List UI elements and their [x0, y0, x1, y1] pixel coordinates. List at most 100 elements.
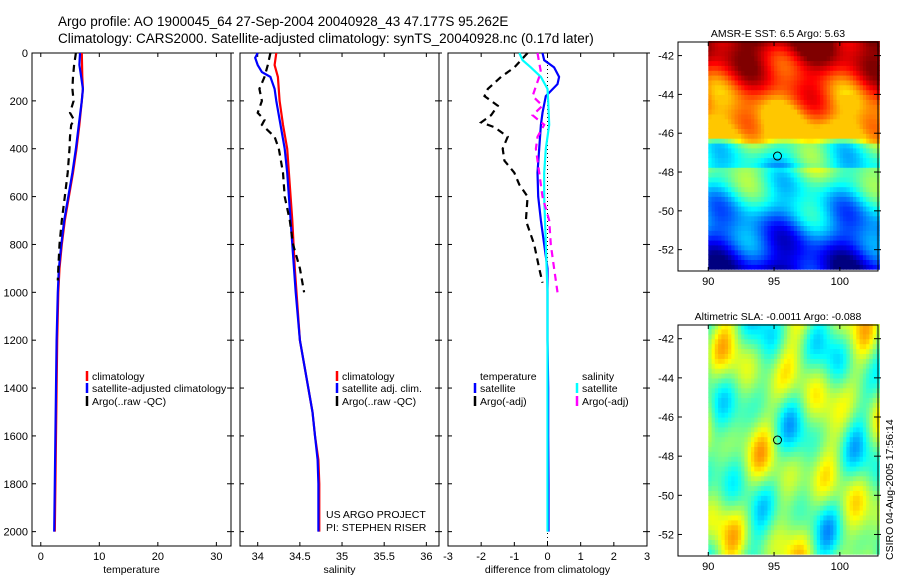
- map-cell: [783, 230, 788, 236]
- map-cell: [780, 539, 785, 545]
- map-cell: [856, 41, 861, 47]
- map-cell: [853, 50, 857, 57]
- map-cell: [754, 338, 759, 345]
- map-cell: [737, 186, 742, 193]
- map-cell: [826, 254, 831, 260]
- map-cell: [744, 324, 749, 330]
- map-cell: [737, 235, 742, 241]
- map-cell: [826, 89, 831, 95]
- map-cell: [774, 142, 778, 149]
- map-cell: [721, 529, 726, 536]
- map-cell: [790, 176, 795, 183]
- map-cell: [708, 470, 713, 477]
- map-cell: [803, 191, 808, 197]
- map-cell: [767, 412, 772, 418]
- map-cell: [846, 162, 851, 168]
- map-cell: [836, 402, 841, 408]
- map-cell: [862, 456, 867, 462]
- map-cell: [810, 505, 815, 511]
- map-cell: [823, 79, 828, 86]
- map-cell: [757, 495, 762, 501]
- map-cell: [836, 461, 841, 467]
- map-cell: [830, 45, 834, 52]
- map-cell: [757, 239, 762, 246]
- map-cell: [793, 206, 798, 212]
- map-cell: [731, 529, 736, 536]
- map-cell: [728, 162, 732, 168]
- map-cell: [777, 461, 782, 467]
- map-cell: [728, 382, 732, 389]
- map-cell: [843, 259, 847, 265]
- map-cell: [800, 500, 805, 506]
- map-cell: [711, 529, 716, 536]
- map-cell: [737, 206, 742, 212]
- map-cell: [780, 133, 785, 139]
- map-cell: [820, 176, 824, 183]
- map-cell: [823, 128, 828, 134]
- map-cell: [728, 147, 732, 154]
- map-cell: [803, 65, 808, 71]
- map-cell: [721, 50, 726, 57]
- map-cell: [806, 539, 811, 545]
- map-cell: [849, 465, 854, 472]
- map-cell: [849, 118, 854, 125]
- map-cell: [790, 79, 795, 86]
- map-cell: [856, 201, 861, 207]
- map-cell: [764, 60, 769, 66]
- map-cell: [724, 172, 729, 178]
- map-cell: [711, 99, 716, 105]
- map-cell: [826, 480, 831, 487]
- map-cell: [856, 94, 861, 100]
- map-cell: [790, 505, 795, 511]
- map-cell: [846, 147, 851, 154]
- map-cell: [714, 65, 719, 71]
- map-cell: [803, 461, 808, 467]
- map-cell: [731, 215, 736, 222]
- map-cell: [820, 244, 824, 251]
- map-cell: [800, 162, 805, 168]
- map-cell: [846, 519, 851, 526]
- map-cell: [810, 495, 815, 501]
- map-cell: [790, 446, 795, 452]
- map-cell: [741, 79, 746, 86]
- map-cell: [708, 505, 713, 511]
- map-cell: [806, 544, 811, 550]
- map-cell: [823, 55, 828, 62]
- map-cell: [823, 133, 828, 139]
- map-cell: [751, 176, 755, 183]
- map-cell: [866, 549, 871, 555]
- map-cell: [836, 206, 841, 212]
- map-cell: [770, 176, 775, 183]
- map-cell: [843, 128, 847, 134]
- map-cell: [774, 534, 778, 540]
- map-cell: [862, 215, 867, 222]
- map-cell: [718, 176, 722, 183]
- map-cell: [737, 94, 742, 100]
- map-cell: [770, 206, 775, 212]
- map-cell: [826, 490, 831, 496]
- map-cell: [813, 152, 818, 159]
- map-cell: [869, 539, 874, 545]
- map-cell: [859, 534, 864, 540]
- map-cell: [731, 104, 736, 110]
- map-cell: [846, 157, 851, 163]
- map-cell: [708, 75, 713, 81]
- map-cell: [741, 206, 746, 212]
- map-cell: [820, 191, 824, 197]
- map-cell: [813, 244, 818, 251]
- map-cell: [839, 162, 844, 168]
- map-cell: [757, 191, 762, 197]
- map-cell: [859, 524, 864, 531]
- map-cell: [711, 446, 716, 452]
- map-cell: [741, 162, 746, 168]
- map-cell: [774, 421, 778, 428]
- map-cell: [747, 421, 752, 428]
- map-cell: [747, 402, 752, 408]
- map-cell: [856, 392, 861, 398]
- map-cell: [728, 373, 732, 379]
- map-cell: [718, 172, 722, 178]
- map-cell: [731, 510, 736, 516]
- map-cell: [823, 186, 828, 193]
- map-cell: [800, 348, 805, 354]
- map-cell: [856, 475, 861, 482]
